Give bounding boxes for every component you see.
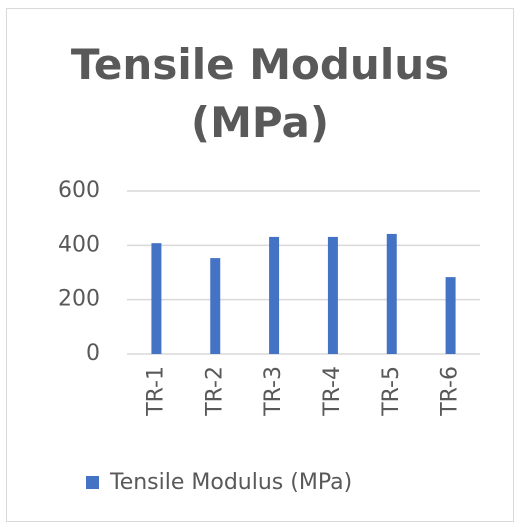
- x-tick-label: TR-6: [438, 366, 463, 417]
- x-tick-label: TR-3: [261, 366, 286, 417]
- chart-border: [6, 8, 514, 522]
- bar: [151, 243, 162, 354]
- x-tick-label: TR-2: [202, 366, 227, 417]
- bar: [327, 236, 338, 354]
- y-tick-label: 400: [58, 232, 100, 257]
- bar: [445, 277, 456, 354]
- chart-title: Tensile Modulus (MPa): [70, 40, 450, 147]
- x-tick-label: TR-1: [143, 366, 168, 417]
- x-tick-label: TR-5: [379, 366, 404, 417]
- y-tick-label: 200: [58, 287, 100, 312]
- y-tick-label: 0: [86, 341, 100, 366]
- legend-label: Tensile Modulus (MPa): [109, 470, 352, 495]
- y-tick-label: 600: [58, 178, 100, 203]
- legend-swatch: [86, 476, 99, 489]
- x-tick-label: TR-4: [320, 366, 345, 417]
- bar: [386, 233, 397, 354]
- bar: [269, 236, 280, 354]
- bar: [210, 258, 221, 354]
